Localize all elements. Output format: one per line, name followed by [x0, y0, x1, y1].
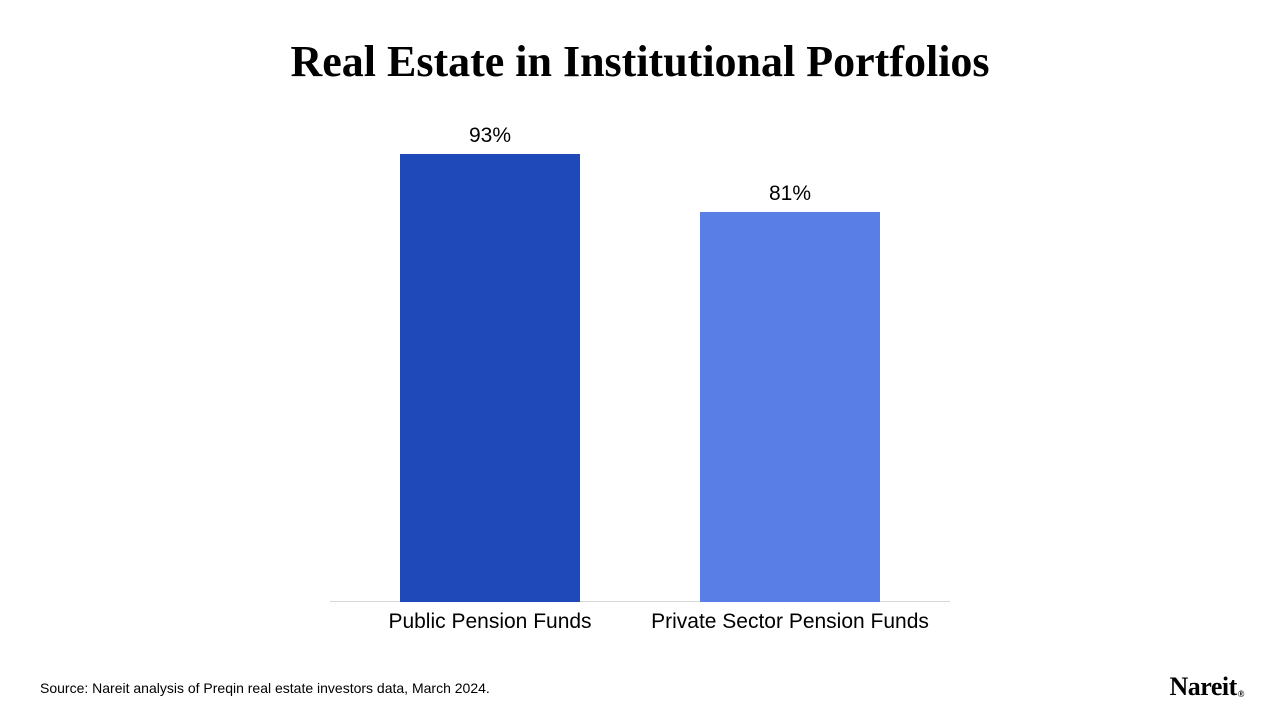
bar-value-label: 93%	[340, 124, 640, 148]
bar	[400, 154, 580, 602]
bar-value-label: 81%	[640, 182, 940, 206]
logo-text: Nareit	[1169, 672, 1236, 702]
nareit-logo: Nareit ®	[1169, 672, 1244, 702]
source-text: Source: Nareit analysis of Preqin real e…	[40, 680, 490, 696]
bar-group: 93%	[340, 120, 640, 602]
bar-chart: 93% 81%	[330, 120, 950, 602]
bar	[700, 212, 880, 602]
bar-group: 81%	[640, 120, 940, 602]
category-label: Public Pension Funds	[340, 610, 640, 634]
logo-registered: ®	[1238, 689, 1244, 699]
chart-title: Real Estate in Institutional Portfolios	[0, 36, 1280, 87]
category-label: Private Sector Pension Funds	[640, 610, 940, 634]
